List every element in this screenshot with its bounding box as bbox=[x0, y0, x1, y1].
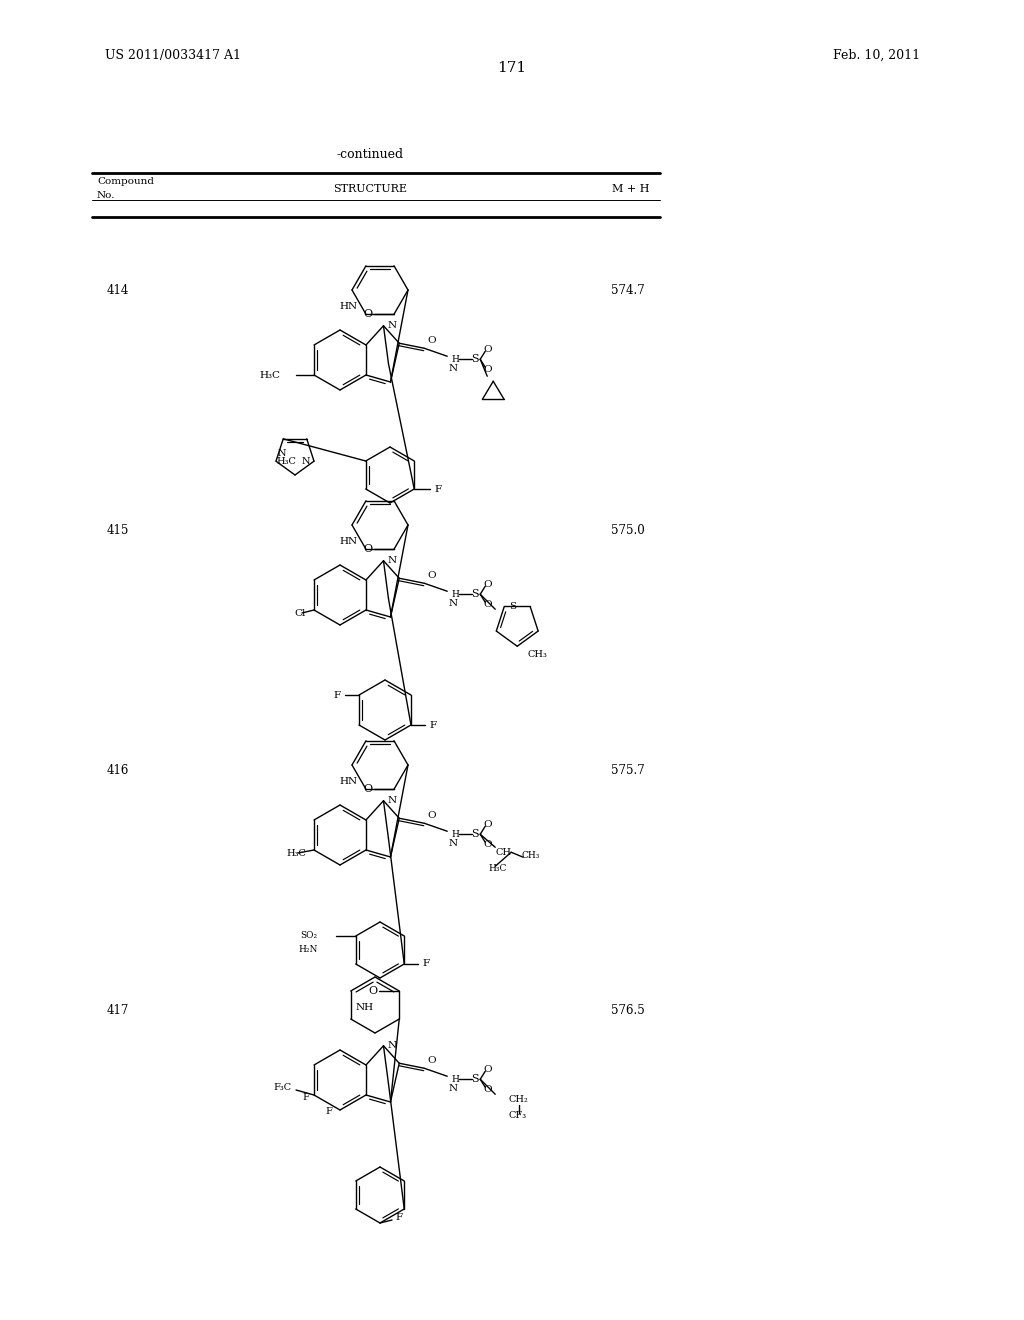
Text: H₃C: H₃C bbox=[259, 371, 280, 380]
Text: F: F bbox=[429, 721, 436, 730]
Text: O: O bbox=[427, 570, 435, 579]
Text: US 2011/0033417 A1: US 2011/0033417 A1 bbox=[105, 49, 241, 62]
Text: 414: 414 bbox=[106, 284, 129, 297]
Text: F: F bbox=[302, 1093, 309, 1102]
Text: CH: CH bbox=[496, 847, 511, 857]
Text: S: S bbox=[509, 602, 516, 611]
Text: HN: HN bbox=[340, 537, 358, 545]
Text: N: N bbox=[301, 457, 310, 466]
Text: M + H: M + H bbox=[612, 183, 650, 194]
Text: N: N bbox=[449, 364, 458, 372]
Text: N: N bbox=[387, 1041, 396, 1051]
Text: H₃C: H₃C bbox=[276, 457, 296, 466]
Text: 417: 417 bbox=[106, 1003, 129, 1016]
Text: N: N bbox=[278, 449, 287, 458]
Text: HN: HN bbox=[340, 302, 358, 310]
Text: S: S bbox=[471, 589, 479, 599]
Text: CH₂: CH₂ bbox=[508, 1094, 528, 1104]
Text: S: S bbox=[471, 354, 479, 364]
Text: O: O bbox=[427, 1056, 435, 1065]
Text: Compound: Compound bbox=[97, 177, 154, 186]
Text: O: O bbox=[364, 544, 373, 554]
Text: 576.5: 576.5 bbox=[611, 1003, 645, 1016]
Text: H: H bbox=[452, 355, 459, 364]
Text: O: O bbox=[483, 345, 492, 354]
Text: STRUCTURE: STRUCTURE bbox=[333, 183, 407, 194]
Text: F: F bbox=[395, 1213, 402, 1222]
Text: CF₃: CF₃ bbox=[508, 1110, 526, 1119]
Text: 575.0: 575.0 bbox=[611, 524, 645, 536]
Text: O: O bbox=[364, 784, 373, 795]
Text: Feb. 10, 2011: Feb. 10, 2011 bbox=[833, 49, 920, 62]
Text: 574.7: 574.7 bbox=[611, 284, 645, 297]
Text: F: F bbox=[422, 960, 429, 969]
Text: N: N bbox=[449, 838, 458, 847]
Text: O: O bbox=[483, 820, 492, 829]
Text: O: O bbox=[364, 309, 373, 319]
Text: NH: NH bbox=[355, 1002, 374, 1011]
Text: CH₃: CH₃ bbox=[521, 851, 540, 859]
Text: H: H bbox=[452, 830, 459, 838]
Text: O: O bbox=[483, 1085, 492, 1094]
Text: 575.7: 575.7 bbox=[611, 763, 645, 776]
Text: N: N bbox=[449, 599, 458, 607]
Text: F₃C: F₃C bbox=[273, 1082, 292, 1092]
Text: CH₃: CH₃ bbox=[527, 649, 547, 659]
Text: S: S bbox=[471, 1074, 479, 1084]
Text: F: F bbox=[434, 484, 441, 494]
Text: 416: 416 bbox=[106, 763, 129, 776]
Text: N: N bbox=[387, 796, 396, 805]
Text: N: N bbox=[449, 1084, 458, 1093]
Text: SO₂: SO₂ bbox=[301, 932, 317, 940]
Text: O: O bbox=[369, 986, 378, 997]
Text: F: F bbox=[326, 1107, 332, 1117]
Text: -continued: -continued bbox=[337, 149, 403, 161]
Text: 171: 171 bbox=[498, 61, 526, 75]
Text: HN: HN bbox=[340, 776, 358, 785]
Text: N: N bbox=[387, 556, 396, 565]
Text: H₂N: H₂N bbox=[298, 945, 317, 954]
Text: H₃C: H₃C bbox=[286, 849, 306, 858]
Text: O: O bbox=[483, 364, 492, 374]
Text: H: H bbox=[452, 1074, 459, 1084]
Text: No.: No. bbox=[97, 191, 116, 201]
Text: O: O bbox=[483, 1065, 492, 1073]
Text: O: O bbox=[483, 599, 492, 609]
Text: S: S bbox=[471, 829, 479, 840]
Text: O: O bbox=[427, 810, 435, 820]
Text: 415: 415 bbox=[106, 524, 129, 536]
Text: F: F bbox=[334, 690, 341, 700]
Text: N: N bbox=[387, 321, 396, 330]
Text: Cl: Cl bbox=[295, 609, 306, 618]
Text: H₃C: H₃C bbox=[488, 863, 507, 873]
Text: O: O bbox=[483, 579, 492, 589]
Text: O: O bbox=[427, 335, 435, 345]
Text: O: O bbox=[483, 840, 492, 849]
Text: H: H bbox=[452, 590, 459, 599]
